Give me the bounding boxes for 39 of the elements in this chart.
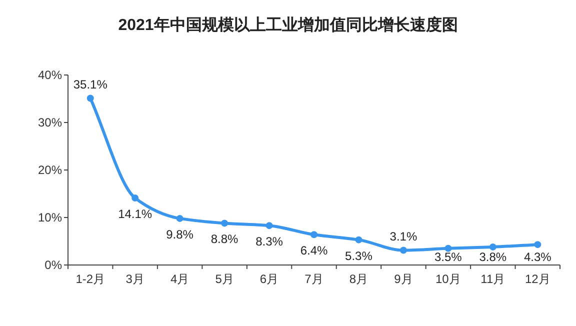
point [176,214,184,222]
x-tick-label: 6月 [260,272,279,286]
point [221,220,228,227]
data-label: 9.8% [166,227,194,242]
data-label: 4.3% [524,250,552,264]
x-tick-label: 4月 [170,272,190,286]
data-label: 3.1% [390,229,418,244]
x-tick-label: 7月 [304,272,324,286]
point [86,94,94,102]
x-tick-label: 11月 [480,272,506,286]
point [489,243,496,250]
point [444,244,452,252]
data-label: 14.1% [118,207,152,222]
y-tick-label: 20% [38,163,62,177]
x-tick-label: 1-2月 [76,272,106,286]
x-tick-label: 10月 [436,272,461,286]
point [266,222,273,230]
data-label: 3.8% [479,250,507,264]
point [310,231,318,238]
data-label: 8.3% [256,234,284,249]
data-label: 5.3% [345,248,373,263]
point [400,246,407,254]
y-tick-label: 30% [38,116,62,130]
x-tick-label: 9月 [394,272,413,286]
x-tick-label: 8月 [349,272,368,286]
data-label: 35.1% [73,77,108,92]
y-tick-label: 0% [44,258,62,272]
y-tick-label: 40% [38,68,62,82]
y-tick-label: 10% [38,210,62,224]
point [534,241,542,248]
chart-title: 2021年中国规模以上工业增加值同比增长速度图 [118,15,458,34]
data-label: 6.4% [300,244,328,258]
x-tick-label: 5月 [215,272,234,286]
point [355,236,362,244]
x-tick-label: 3月 [126,272,144,286]
point [132,194,139,202]
data-label: 3.5% [434,250,462,264]
data-label: 8.8% [210,232,239,246]
x-tick-label: 12月 [524,272,550,286]
